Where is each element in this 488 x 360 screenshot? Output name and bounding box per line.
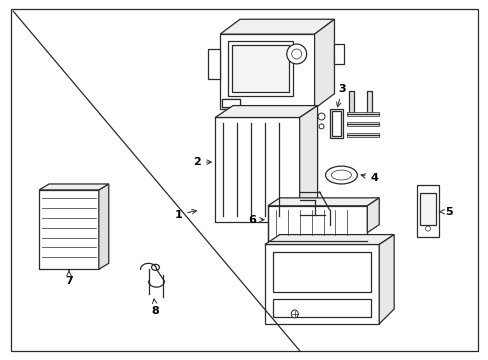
Bar	[331, 111, 341, 136]
Bar	[419, 193, 435, 225]
Ellipse shape	[291, 49, 301, 59]
Text: 8: 8	[151, 299, 159, 316]
Bar	[222, 99, 240, 107]
Polygon shape	[267, 198, 379, 206]
Polygon shape	[299, 105, 317, 212]
Bar	[349, 91, 354, 113]
Polygon shape	[379, 235, 393, 324]
Text: 3: 3	[336, 84, 346, 107]
Ellipse shape	[286, 44, 306, 64]
Bar	[208, 49, 220, 79]
Text: 2: 2	[193, 157, 211, 167]
Ellipse shape	[317, 113, 325, 120]
Ellipse shape	[151, 264, 159, 270]
Bar	[264, 244, 379, 324]
Bar	[272, 299, 370, 317]
Text: 6: 6	[247, 215, 264, 225]
Ellipse shape	[319, 124, 324, 129]
Bar	[334, 44, 344, 64]
Bar	[366, 91, 371, 113]
Bar	[232, 45, 288, 92]
Bar	[416, 185, 438, 237]
Bar	[272, 252, 370, 292]
Ellipse shape	[291, 310, 298, 318]
Bar	[220, 34, 314, 109]
Polygon shape	[39, 184, 108, 190]
Bar	[346, 122, 379, 126]
Bar	[267, 206, 366, 240]
Text: 1: 1	[174, 210, 196, 220]
Polygon shape	[314, 19, 334, 109]
Ellipse shape	[331, 170, 351, 180]
Bar	[215, 117, 299, 222]
Bar	[346, 112, 379, 116]
Text: 5: 5	[439, 207, 452, 217]
Text: 7: 7	[65, 271, 73, 286]
Polygon shape	[366, 198, 379, 233]
Bar	[222, 99, 240, 107]
Bar	[39, 190, 99, 269]
Text: 4: 4	[360, 173, 377, 183]
Bar	[329, 109, 343, 138]
Ellipse shape	[325, 166, 357, 184]
Bar	[227, 41, 292, 96]
Polygon shape	[264, 235, 393, 244]
Ellipse shape	[425, 226, 429, 231]
Polygon shape	[99, 184, 108, 269]
Bar	[346, 133, 379, 137]
Polygon shape	[220, 19, 334, 34]
Polygon shape	[215, 105, 317, 117]
